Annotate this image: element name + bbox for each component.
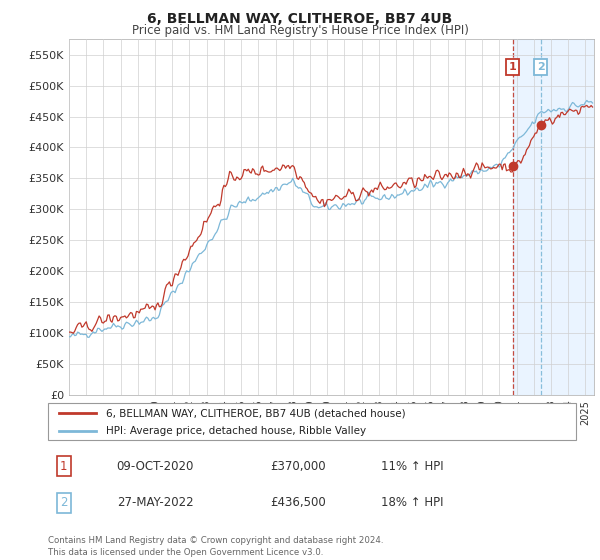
Text: 2: 2	[537, 62, 545, 72]
Text: 27-MAY-2022: 27-MAY-2022	[116, 496, 193, 509]
Text: Contains HM Land Registry data © Crown copyright and database right 2024.
This d: Contains HM Land Registry data © Crown c…	[48, 536, 383, 557]
Text: 09-OCT-2020: 09-OCT-2020	[116, 460, 194, 473]
Text: 2: 2	[60, 496, 68, 509]
Text: 1: 1	[509, 62, 517, 72]
Text: 11% ↑ HPI: 11% ↑ HPI	[380, 460, 443, 473]
Text: 18% ↑ HPI: 18% ↑ HPI	[380, 496, 443, 509]
Bar	[513, 39, 594, 395]
FancyBboxPatch shape	[48, 403, 576, 440]
Text: Price paid vs. HM Land Registry's House Price Index (HPI): Price paid vs. HM Land Registry's House …	[131, 24, 469, 36]
Text: 6, BELLMAN WAY, CLITHEROE, BB7 4UB: 6, BELLMAN WAY, CLITHEROE, BB7 4UB	[148, 12, 452, 26]
Text: HPI: Average price, detached house, Ribble Valley: HPI: Average price, detached house, Ribb…	[106, 426, 366, 436]
Text: £370,000: £370,000	[270, 460, 325, 473]
Text: 1: 1	[60, 460, 68, 473]
Text: 6, BELLMAN WAY, CLITHEROE, BB7 4UB (detached house): 6, BELLMAN WAY, CLITHEROE, BB7 4UB (deta…	[106, 408, 406, 418]
Text: £436,500: £436,500	[270, 496, 326, 509]
